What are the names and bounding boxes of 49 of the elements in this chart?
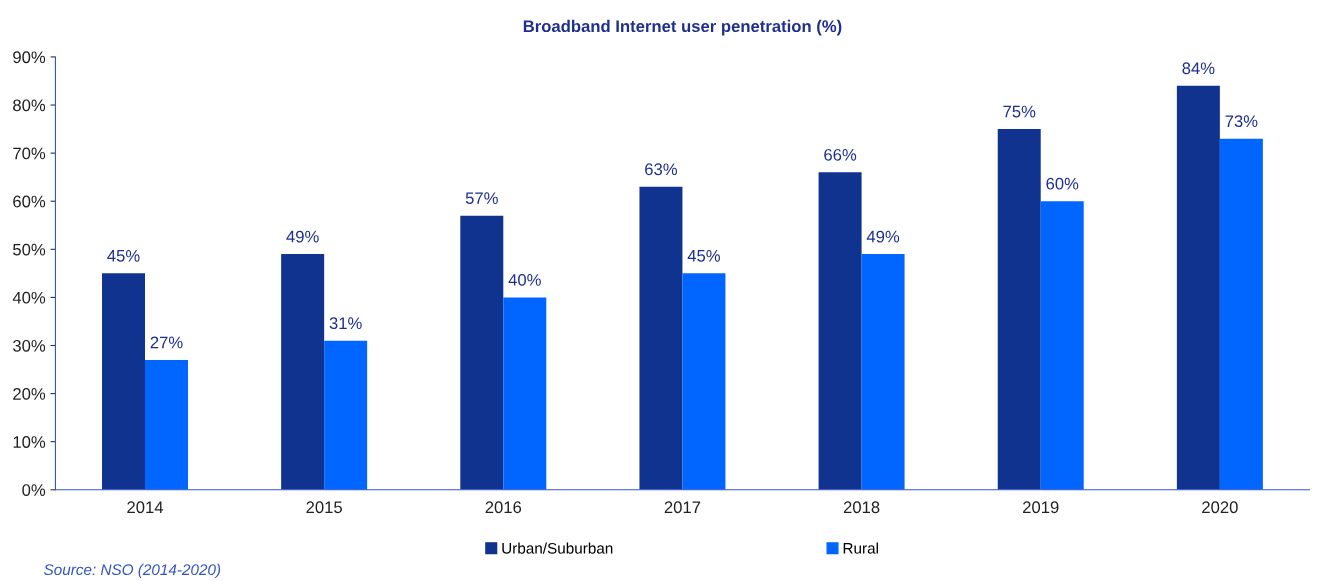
- bar: [1219, 138, 1263, 490]
- y-tick-label: 50%: [13, 243, 46, 256]
- bar: [682, 273, 726, 490]
- y-tick-label: 90%: [13, 51, 46, 64]
- x-tick-label: 2019: [1023, 501, 1059, 514]
- bar: [639, 186, 683, 490]
- bar: [324, 340, 368, 490]
- data-label: 66%: [824, 148, 857, 161]
- bar: [861, 254, 905, 490]
- data-label: 45%: [107, 250, 140, 262]
- x-tick-label: 2014: [127, 501, 164, 514]
- bar: [102, 273, 146, 490]
- y-tick-label: 0%: [22, 484, 46, 496]
- x-tick-label: 2015: [306, 501, 342, 514]
- y-tick-label: 60%: [13, 195, 46, 208]
- data-label: 49%: [286, 230, 319, 243]
- bar: [1040, 201, 1084, 490]
- y-tick-label: 70%: [13, 147, 46, 160]
- y-tick-label: 30%: [13, 339, 46, 352]
- data-label: 27%: [150, 336, 183, 349]
- data-label: 40%: [508, 273, 541, 286]
- source-note: Source: NSO (2014-2020): [43, 563, 221, 579]
- y-tick-label: 40%: [12, 291, 46, 304]
- data-label: 73%: [1225, 115, 1258, 128]
- y-tick-label: 20%: [13, 388, 46, 400]
- y-tick-label: 80%: [13, 99, 46, 112]
- data-label: 63%: [645, 163, 678, 176]
- bar: [145, 359, 189, 490]
- bar: [281, 254, 325, 490]
- data-label: 60%: [1046, 177, 1079, 190]
- data-label: 31%: [329, 317, 362, 330]
- data-label: 57%: [465, 192, 498, 205]
- bar: [997, 129, 1041, 490]
- y-tick-label: 10%: [13, 436, 46, 448]
- data-label: 45%: [687, 250, 721, 262]
- bar: [460, 215, 504, 490]
- bar: [503, 297, 547, 490]
- legend-label: Urban/Suburban: [502, 542, 613, 554]
- x-tick-label: 2018: [843, 501, 880, 514]
- bar: [818, 172, 862, 490]
- data-label: 84%: [1182, 62, 1215, 75]
- x-tick-label: 2016: [485, 501, 522, 514]
- bar: [1176, 85, 1220, 490]
- x-tick-label: 2020: [1202, 501, 1238, 514]
- data-label: 75%: [1003, 105, 1036, 118]
- data-label: 49%: [866, 230, 900, 243]
- x-tick-label: 2017: [664, 501, 701, 514]
- legend-label: Rural: [843, 542, 878, 554]
- chart-title: Broadband Internet user penetration (%): [523, 19, 842, 36]
